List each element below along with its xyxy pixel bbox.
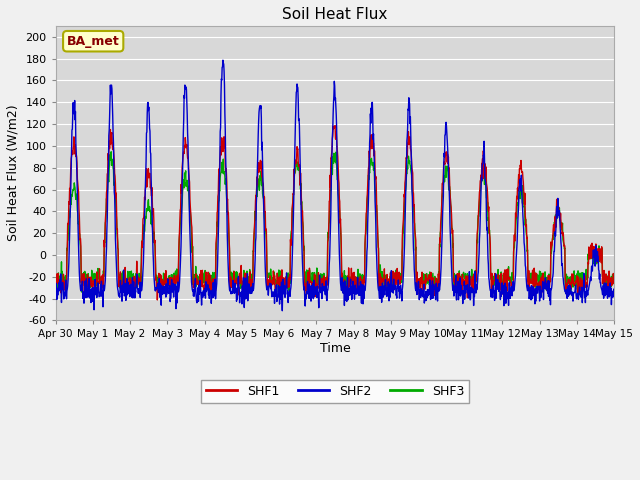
Title: Soil Heat Flux: Soil Heat Flux xyxy=(282,7,388,22)
SHF3 xyxy=(563,289,571,295)
SHF3 xyxy=(52,286,60,292)
SHF3 xyxy=(108,149,115,155)
SHF1 xyxy=(332,123,339,129)
SHF2 xyxy=(611,289,618,295)
SHF2 xyxy=(278,308,286,313)
SHF1 xyxy=(154,297,161,303)
SHF1 xyxy=(177,207,184,213)
X-axis label: Time: Time xyxy=(319,342,350,355)
Line: SHF3: SHF3 xyxy=(56,152,614,292)
SHF2 xyxy=(163,281,170,287)
SHF2 xyxy=(422,298,430,303)
SHF1 xyxy=(239,288,246,294)
Legend: SHF1, SHF2, SHF3: SHF1, SHF2, SHF3 xyxy=(201,380,469,403)
Line: SHF1: SHF1 xyxy=(56,126,614,300)
SHF2 xyxy=(495,280,503,286)
SHF3 xyxy=(177,222,184,228)
SHF2 xyxy=(219,57,227,63)
SHF1 xyxy=(545,274,552,279)
SHF2 xyxy=(239,295,246,301)
SHF3 xyxy=(163,278,170,284)
Y-axis label: Soil Heat Flux (W/m2): Soil Heat Flux (W/m2) xyxy=(7,105,20,241)
SHF3 xyxy=(544,275,552,281)
SHF3 xyxy=(495,284,502,290)
SHF1 xyxy=(611,276,618,281)
SHF3 xyxy=(239,284,246,289)
SHF2 xyxy=(176,273,184,278)
Line: SHF2: SHF2 xyxy=(56,60,614,311)
Text: BA_met: BA_met xyxy=(67,35,120,48)
SHF3 xyxy=(611,277,618,283)
SHF2 xyxy=(545,293,552,299)
SHF2 xyxy=(52,284,60,289)
SHF1 xyxy=(163,280,170,286)
SHF1 xyxy=(495,279,503,285)
SHF1 xyxy=(52,276,60,282)
SHF1 xyxy=(422,273,430,279)
SHF3 xyxy=(422,280,429,286)
